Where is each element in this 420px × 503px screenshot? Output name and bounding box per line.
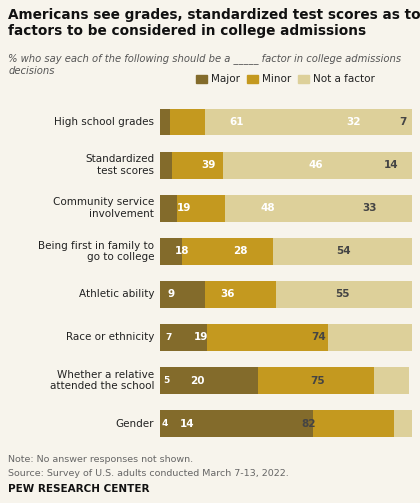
Bar: [160, 195, 177, 222]
Bar: [160, 109, 170, 135]
Bar: [394, 410, 412, 437]
Text: 7: 7: [399, 117, 407, 127]
Bar: [160, 281, 205, 308]
Bar: [205, 109, 412, 135]
Text: PEW RESEARCH CENTER: PEW RESEARCH CENTER: [8, 484, 150, 494]
Text: 55: 55: [335, 289, 349, 299]
Text: 61: 61: [229, 117, 244, 127]
Bar: [170, 109, 205, 135]
Bar: [160, 410, 313, 437]
Bar: [177, 195, 225, 222]
Text: 28: 28: [233, 246, 247, 257]
Text: 18: 18: [175, 246, 189, 257]
Text: 14: 14: [180, 418, 194, 429]
Bar: [160, 324, 207, 351]
Text: 20: 20: [190, 376, 205, 386]
Text: 46: 46: [309, 160, 323, 170]
Text: 14: 14: [384, 160, 399, 170]
Bar: [258, 367, 374, 394]
Bar: [276, 281, 412, 308]
Text: Note: No answer responses not shown.: Note: No answer responses not shown.: [8, 455, 194, 464]
Bar: [160, 367, 258, 394]
Text: Americans see grades, standardized test scores as top
factors to be considered i: Americans see grades, standardized test …: [8, 8, 420, 38]
Text: 39: 39: [202, 160, 216, 170]
Text: % who say each of the following should be a _____ factor in college admissions
d: % who say each of the following should b…: [8, 53, 402, 76]
Text: Source: Survey of U.S. adults conducted March 7-13, 2022.: Source: Survey of U.S. adults conducted …: [8, 469, 289, 478]
Text: 4: 4: [161, 419, 168, 428]
Text: 48: 48: [261, 203, 275, 213]
Bar: [160, 152, 172, 179]
Bar: [223, 152, 412, 179]
Bar: [225, 195, 412, 222]
Bar: [273, 238, 412, 265]
Bar: [172, 152, 223, 179]
Bar: [374, 367, 409, 394]
Bar: [207, 324, 328, 351]
Bar: [328, 324, 412, 351]
Text: 82: 82: [301, 418, 315, 429]
Bar: [313, 410, 394, 437]
Text: 74: 74: [311, 332, 326, 343]
Text: 19: 19: [194, 332, 208, 343]
Bar: [182, 238, 273, 265]
Legend: Major, Minor, Not a factor: Major, Minor, Not a factor: [192, 70, 379, 89]
Bar: [160, 238, 182, 265]
Text: 5: 5: [163, 376, 169, 385]
Bar: [205, 281, 276, 308]
Text: 33: 33: [363, 203, 377, 213]
Text: 54: 54: [336, 246, 351, 257]
Text: 19: 19: [176, 203, 191, 213]
Text: 7: 7: [165, 333, 172, 342]
Text: 32: 32: [346, 117, 361, 127]
Text: 36: 36: [220, 289, 235, 299]
Text: 75: 75: [310, 376, 324, 386]
Text: 9: 9: [168, 289, 174, 299]
